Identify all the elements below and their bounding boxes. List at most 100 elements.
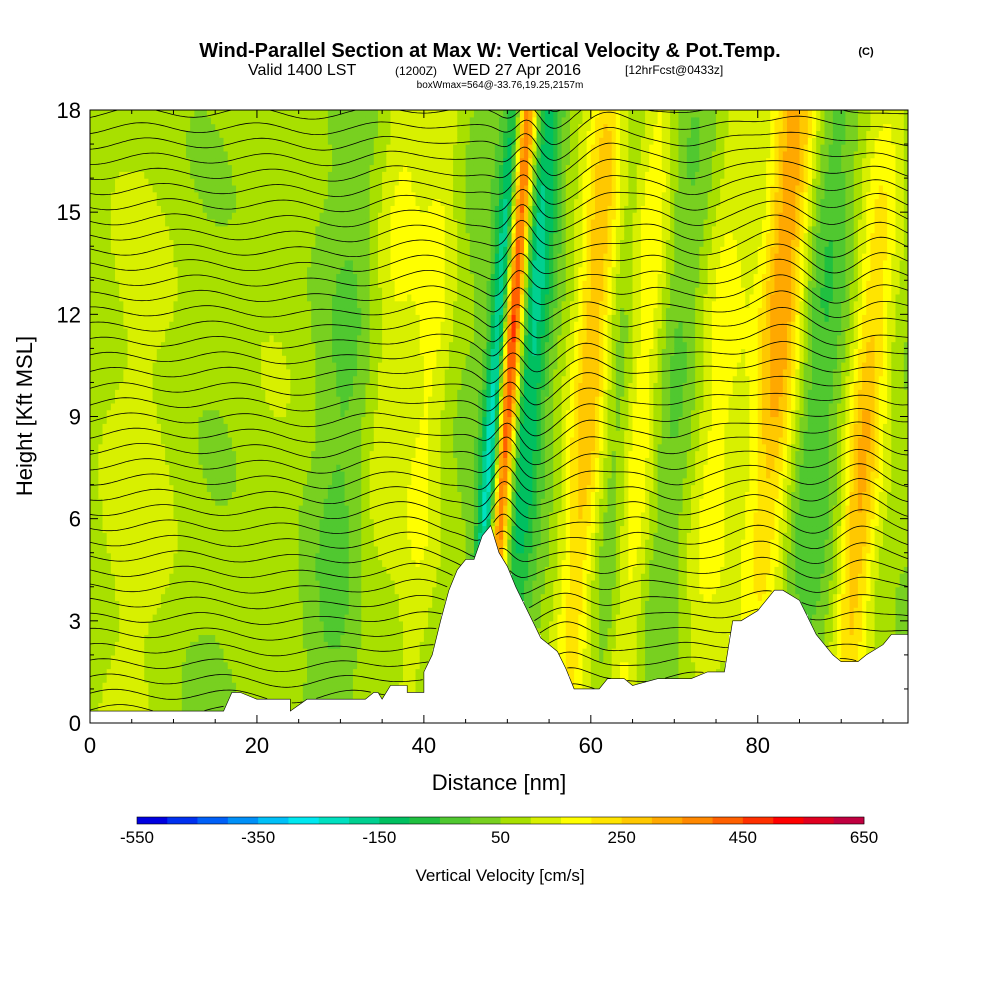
- velocity-cell: [90, 443, 95, 452]
- velocity-cell: [261, 573, 266, 581]
- velocity-cell: [198, 178, 204, 186]
- velocity-cell: [144, 470, 150, 479]
- velocity-cell: [223, 389, 229, 397]
- velocity-cell: [256, 253, 262, 261]
- velocity-cell: [231, 450, 237, 458]
- velocity-cell: [277, 273, 283, 281]
- velocity-cell: [198, 702, 204, 710]
- velocity-cell: [290, 443, 296, 452]
- velocity-cell: [131, 532, 137, 540]
- velocity-cell: [281, 321, 287, 329]
- velocity-cell: [135, 253, 141, 261]
- velocity-cell: [273, 300, 279, 309]
- velocity-cell: [307, 654, 312, 663]
- velocity-cell: [190, 450, 195, 458]
- velocity-cell: [177, 137, 183, 145]
- velocity-cell: [323, 355, 329, 363]
- velocity-cell: [123, 300, 129, 309]
- velocity-cell: [165, 477, 170, 486]
- velocity-cell: [302, 423, 308, 431]
- velocity-cell: [286, 184, 291, 193]
- velocity-cell: [190, 539, 195, 547]
- velocity-cell: [219, 457, 225, 465]
- velocity-cell: [135, 450, 141, 458]
- velocity-cell: [110, 184, 116, 193]
- velocity-cell: [169, 334, 175, 343]
- velocity-cell: [311, 184, 316, 193]
- velocity-cell: [190, 218, 195, 227]
- velocity-cell: [148, 423, 154, 431]
- velocity-cell: [273, 464, 279, 472]
- velocity-cell: [244, 614, 250, 622]
- velocity-cell: [94, 464, 99, 472]
- velocity-cell: [240, 402, 246, 411]
- velocity-cell: [256, 498, 262, 506]
- velocity-cell: [236, 212, 241, 220]
- velocity-cell: [269, 246, 275, 254]
- velocity-cell: [265, 341, 271, 349]
- velocity-cell: [119, 327, 124, 336]
- velocity-cell: [256, 559, 262, 567]
- velocity-cell: [190, 232, 195, 241]
- velocity-cell: [98, 593, 104, 601]
- velocity-cell: [219, 416, 225, 424]
- velocity-cell: [110, 191, 116, 200]
- velocity-cell: [156, 648, 162, 656]
- velocity-cell: [140, 607, 145, 615]
- velocity-cell: [131, 586, 137, 595]
- velocity-cell: [194, 321, 200, 329]
- velocity-cell: [190, 552, 195, 561]
- velocity-cell: [190, 498, 195, 506]
- velocity-cell: [261, 164, 266, 172]
- velocity-cell: [307, 641, 312, 649]
- velocity-cell: [131, 362, 137, 370]
- velocity-cell: [265, 198, 271, 206]
- velocity-cell: [252, 641, 258, 649]
- velocity-cell: [119, 273, 124, 281]
- velocity-cell: [281, 511, 287, 520]
- velocity-cell: [269, 266, 275, 275]
- velocity-cell: [227, 150, 233, 159]
- velocity-cell: [269, 314, 275, 322]
- velocity-cell: [140, 116, 145, 125]
- velocity-cell: [273, 362, 279, 370]
- velocity-cell: [106, 314, 112, 322]
- velocity-cell: [311, 212, 316, 220]
- velocity-cell: [240, 232, 246, 241]
- velocity-cell: [160, 443, 166, 452]
- velocity-cell: [298, 695, 304, 704]
- velocity-cell: [261, 552, 266, 561]
- velocity-cell: [119, 450, 124, 458]
- velocity-cell: [119, 382, 124, 390]
- velocity-cell: [227, 498, 233, 506]
- velocity-cell: [223, 539, 229, 547]
- velocity-cell: [202, 375, 208, 384]
- velocity-cell: [311, 614, 316, 622]
- velocity-cell: [223, 593, 229, 601]
- velocity-cell: [190, 225, 195, 234]
- velocity-cell: [311, 293, 316, 302]
- velocity-cell: [206, 573, 212, 581]
- velocity-cell: [160, 491, 166, 499]
- velocity-cell: [261, 123, 266, 132]
- velocity-cell: [152, 457, 158, 465]
- velocity-cell: [202, 464, 208, 472]
- velocity-cell: [281, 539, 287, 547]
- velocity-cell: [294, 225, 300, 234]
- velocity-cell: [185, 287, 191, 295]
- velocity-cell: [315, 375, 321, 384]
- velocity-cell: [127, 525, 133, 533]
- velocity-cell: [261, 648, 266, 656]
- velocity-cell: [240, 470, 246, 479]
- velocity-cell: [248, 511, 254, 520]
- velocity-cell: [177, 212, 183, 220]
- velocity-cell: [206, 614, 212, 622]
- velocity-cell: [269, 287, 275, 295]
- velocity-cell: [311, 457, 316, 465]
- velocity-cell: [206, 225, 212, 234]
- velocity-cell: [223, 661, 229, 670]
- velocity-cell: [102, 171, 108, 179]
- velocity-cell: [110, 491, 116, 499]
- velocity-cell: [135, 552, 141, 561]
- velocity-cell: [123, 191, 129, 200]
